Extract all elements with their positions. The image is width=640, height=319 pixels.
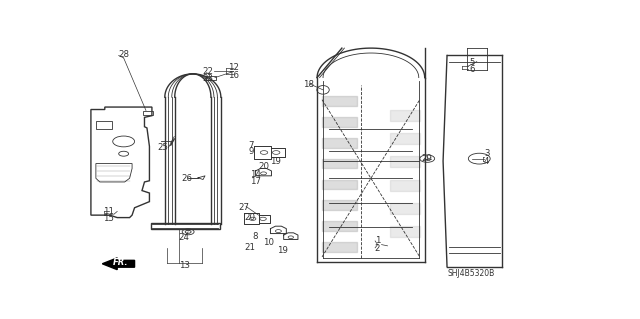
Text: 9: 9 xyxy=(248,147,254,156)
Text: 10: 10 xyxy=(263,238,274,248)
Text: 16: 16 xyxy=(228,70,239,80)
Text: 26: 26 xyxy=(181,174,192,183)
Text: FR.: FR. xyxy=(113,258,129,267)
Text: 27: 27 xyxy=(238,203,249,212)
Text: 18: 18 xyxy=(303,80,314,89)
Text: 15: 15 xyxy=(103,214,114,223)
Text: 2: 2 xyxy=(375,244,380,253)
Text: 6: 6 xyxy=(469,65,475,74)
FancyArrow shape xyxy=(102,258,134,270)
Text: 24: 24 xyxy=(179,233,189,242)
Text: 21: 21 xyxy=(244,243,255,252)
Text: 13: 13 xyxy=(179,261,189,270)
Text: 5: 5 xyxy=(469,58,475,67)
Text: 20: 20 xyxy=(258,161,269,171)
Text: 7: 7 xyxy=(248,141,254,150)
Text: 29: 29 xyxy=(422,154,433,163)
Text: 3: 3 xyxy=(484,149,490,158)
Text: 20: 20 xyxy=(244,213,255,222)
Text: 14: 14 xyxy=(250,170,260,179)
Text: 1: 1 xyxy=(375,236,380,245)
Text: 23: 23 xyxy=(202,74,214,83)
Text: 28: 28 xyxy=(118,50,129,59)
Text: 12: 12 xyxy=(228,63,239,72)
Text: 19: 19 xyxy=(277,246,288,255)
Text: 22: 22 xyxy=(202,67,214,76)
Text: 4: 4 xyxy=(484,157,490,166)
Text: 11: 11 xyxy=(103,207,114,216)
Text: 17: 17 xyxy=(250,177,260,186)
Text: 8: 8 xyxy=(252,232,258,241)
Text: 25: 25 xyxy=(158,143,169,152)
Text: 19: 19 xyxy=(271,157,282,166)
Text: SHJ4B5320B: SHJ4B5320B xyxy=(447,269,494,278)
